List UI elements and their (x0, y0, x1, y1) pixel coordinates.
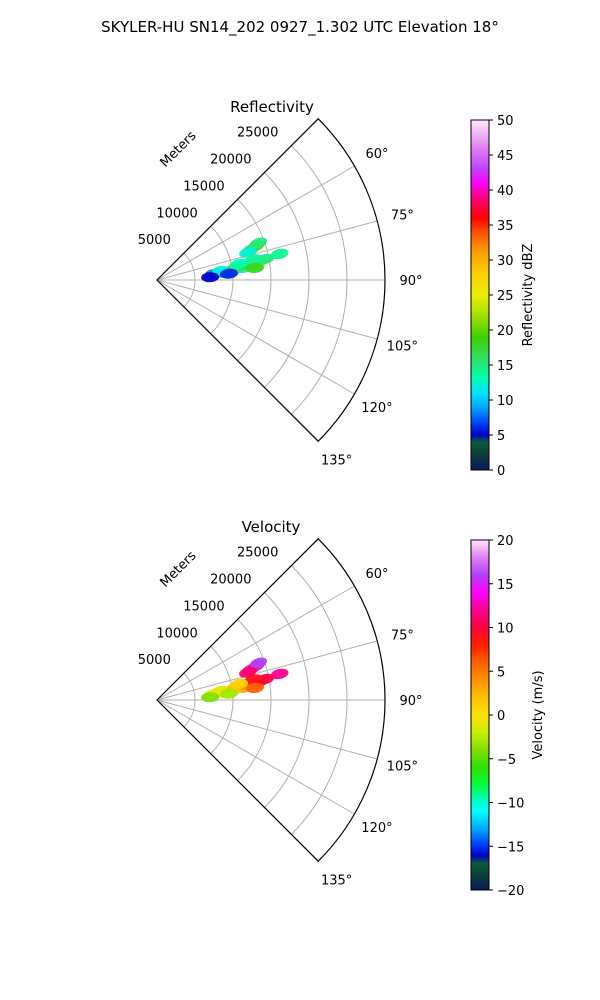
velocity-echo (249, 657, 268, 669)
reflectivity-echo (219, 268, 238, 279)
reflectivity-azimuth-tick-label: 90° (399, 274, 422, 289)
reflectivity-echo (201, 272, 220, 283)
reflectivity-azimuth-line (156, 279, 378, 340)
velocity-radial-label: Meters (158, 548, 200, 590)
reflectivity-colorbar-tick-label: 40 (497, 184, 514, 199)
reflectivity-range-tick-label: 5000 (138, 233, 171, 248)
velocity-range-tick-label: 5000 (138, 653, 171, 668)
reflectivity-colorbar-tick-label: 25 (497, 289, 514, 304)
reflectivity-azimuth-tick-label: 60° (365, 147, 388, 162)
velocity-azimuth-tick-label: 135° (321, 874, 352, 889)
reflectivity-echo (249, 237, 268, 249)
velocity-azimuth-line (156, 699, 355, 815)
reflectivity-echo (270, 248, 289, 260)
reflectivity-range-tick-label: 15000 (183, 179, 224, 194)
velocity-echo (219, 688, 238, 699)
velocity-title: Velocity (242, 518, 301, 536)
reflectivity-range-tick-label: 20000 (210, 153, 251, 168)
reflectivity-colorbar-label: Reflectivity dBZ (521, 244, 536, 347)
velocity-colorbar-tick-label: 5 (497, 665, 505, 680)
reflectivity-azimuth-line (156, 279, 355, 395)
reflectivity-colorbar-tick-label: 15 (497, 359, 514, 374)
velocity-colorbar-tick-label: 15 (497, 578, 514, 593)
velocity-colorbar-tick-label: 0 (497, 709, 505, 724)
velocity-colorbar-tick-label: −15 (497, 840, 524, 855)
velocity-azimuth-tick-label: 120° (361, 821, 392, 836)
reflectivity-title: Reflectivity (230, 98, 314, 116)
velocity-range-tick-label: 10000 (156, 626, 197, 641)
velocity-echo (246, 682, 265, 694)
velocity-colorbar-tick-label: 20 (497, 534, 514, 549)
reflectivity-echo (230, 258, 248, 270)
velocity-range-tick-label: 20000 (210, 573, 251, 588)
reflectivity-colorbar-tick-label: 10 (497, 394, 514, 409)
velocity-colorbar-label: Velocity (m/s) (531, 670, 546, 759)
reflectivity-echo (244, 254, 263, 265)
reflectivity-echo (246, 262, 265, 274)
velocity-azimuth-tick-label: 105° (387, 760, 418, 775)
velocity-echo (270, 668, 289, 680)
velocity-echo (244, 674, 263, 685)
reflectivity-colorbar-tick-label: 50 (497, 114, 514, 129)
velocity-colorbar-tick-label: −20 (497, 884, 524, 899)
reflectivity-azimuth-line (156, 165, 355, 281)
reflectivity-azimuth-tick-label: 120° (361, 401, 392, 416)
velocity-sector-outline (156, 537, 386, 863)
velocity-azimuth-line (156, 699, 378, 760)
velocity-azimuth-tick-label: 60° (365, 567, 388, 582)
reflectivity-panel: Reflectivity Meters Reflectivity dBZ 500… (138, 98, 536, 479)
velocity-colorbar-tick-label: −10 (497, 797, 524, 812)
velocity-colorbar (470, 539, 490, 891)
reflectivity-colorbar-tick-label: 20 (497, 324, 514, 339)
reflectivity-azimuth-tick-label: 135° (321, 454, 352, 469)
figure-title: SKYLER-HU SN14_202 0927_1.302 UTC Elevat… (101, 18, 499, 37)
reflectivity-colorbar (470, 119, 490, 471)
velocity-range-tick-label: 15000 (183, 599, 224, 614)
velocity-echo (201, 692, 220, 703)
reflectivity-colorbar-tick-label: 0 (497, 464, 505, 479)
reflectivity-colorbar-tick-label: 35 (497, 219, 514, 234)
velocity-colorbar-tick-label: −5 (497, 753, 516, 768)
reflectivity-colorbar-tick-label: 30 (497, 254, 514, 269)
velocity-panel: Velocity Meters Velocity (m/s) 5000 10000… (138, 518, 546, 899)
velocity-colorbar-tick-label: 10 (497, 622, 514, 637)
velocity-azimuth-tick-label: 90° (399, 694, 422, 709)
velocity-azimuth-line (156, 640, 378, 701)
reflectivity-azimuth-tick-label: 105° (387, 340, 418, 355)
velocity-echo (230, 678, 248, 690)
reflectivity-azimuth-line (156, 220, 378, 281)
reflectivity-azimuth-tick-label: 75° (391, 208, 414, 223)
reflectivity-range-tick-label: 10000 (156, 206, 197, 221)
reflectivity-range-tick-label: 25000 (237, 126, 278, 141)
reflectivity-colorbar-tick-label: 45 (497, 149, 514, 164)
velocity-range-tick-label: 25000 (237, 546, 278, 561)
reflectivity-radial-label: Meters (158, 128, 200, 170)
reflectivity-sector-outline (156, 117, 386, 443)
reflectivity-colorbar-tick-label: 5 (497, 429, 505, 444)
velocity-azimuth-tick-label: 75° (391, 628, 414, 643)
velocity-azimuth-line (156, 585, 355, 701)
